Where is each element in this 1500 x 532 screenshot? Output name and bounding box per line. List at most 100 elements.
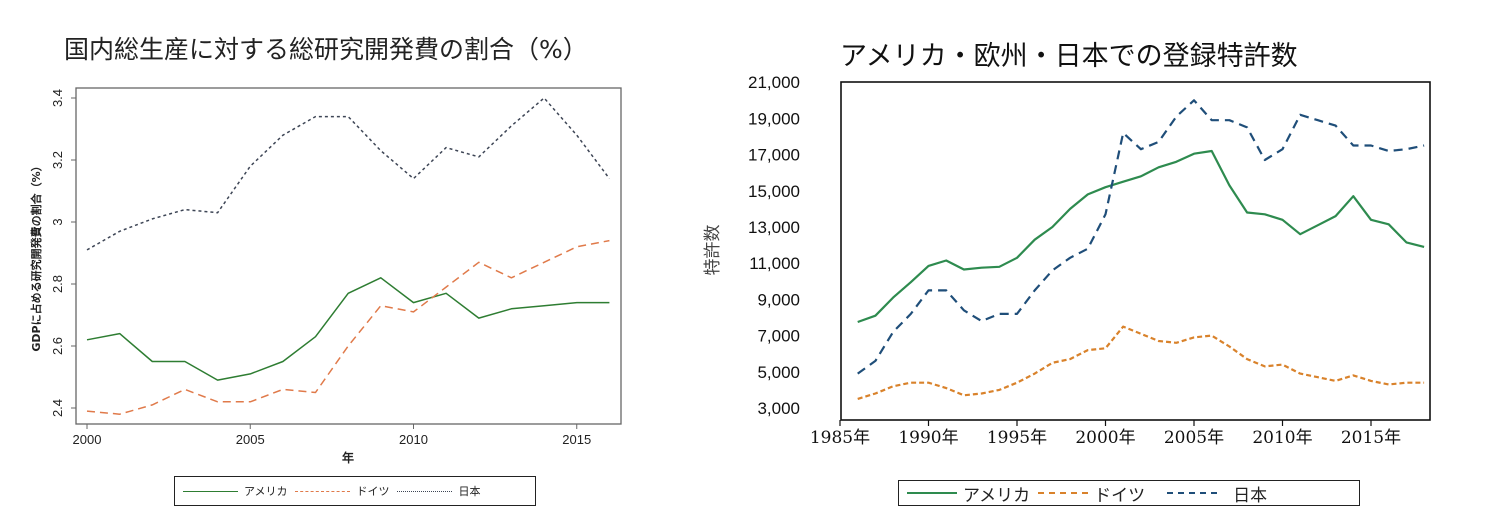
y-tick-label: 15,000: [748, 182, 800, 201]
data-point-usa: [1282, 219, 1284, 221]
data-point-usa: [1388, 224, 1390, 226]
data-point-japan: [1229, 119, 1231, 121]
data-point-germany: [315, 392, 317, 394]
data-point-japan: [1211, 119, 1213, 121]
legend-swatch-germany: [1038, 492, 1089, 494]
data-point-usa: [315, 336, 317, 338]
data-point-japan: [1016, 313, 1018, 315]
data-point-germany: [875, 393, 877, 395]
data-point-japan: [1246, 127, 1248, 129]
y-tick-label: 3.4: [50, 89, 65, 107]
data-point-japan: [184, 209, 186, 211]
x-axis-label: 年: [342, 450, 354, 465]
data-point-japan: [380, 150, 382, 152]
data-point-germany: [380, 305, 382, 307]
data-point-germany: [1069, 358, 1071, 360]
legend-label-japan: 日本: [1233, 485, 1268, 506]
data-point-germany: [1423, 382, 1425, 384]
y-tick-label: 5,000: [757, 363, 800, 382]
legend-label-usa: アメリカ: [963, 485, 1031, 506]
y-tick-label: 13,000: [748, 218, 800, 237]
data-point-japan: [1264, 159, 1266, 161]
data-point-japan: [1087, 248, 1089, 250]
data-point-usa: [543, 305, 545, 307]
series-line-germany: [86, 239, 610, 415]
data-point-japan: [1423, 145, 1425, 147]
data-point-germany: [1176, 342, 1178, 344]
data-point-germany: [1158, 340, 1160, 342]
data-point-germany: [543, 262, 545, 264]
data-point-usa: [1423, 246, 1425, 248]
data-point-germany: [999, 389, 1001, 391]
data-point-usa: [945, 260, 947, 262]
data-point-japan: [1282, 148, 1284, 150]
data-point-germany: [511, 277, 513, 279]
data-point-usa: [857, 321, 859, 323]
data-point-usa: [1140, 176, 1142, 178]
data-point-usa: [478, 317, 480, 319]
data-point-japan: [1158, 141, 1160, 143]
patent-count-chart: 1985年 1990年 1995年 2000年 2005年 2010年 2015年 3,000…: [703, 73, 1431, 448]
data-point-usa: [1052, 226, 1054, 228]
legend-item-japan: 日本: [1167, 481, 1267, 506]
data-point-japan: [119, 231, 121, 233]
data-point-germany: [1140, 333, 1142, 335]
x-tick-label: 1995年: [987, 428, 1047, 448]
y-tick-label: 2.4: [50, 399, 65, 417]
legend-swatch-usa: [183, 490, 238, 492]
data-point-germany: [1335, 380, 1337, 382]
x-tick-label: 2015: [562, 432, 591, 447]
data-point-japan: [910, 313, 912, 315]
chart-title: 国内総生産に対する総研究開発費の割合（%）: [64, 35, 588, 64]
legend-item-germany: ドイツ: [295, 483, 389, 499]
data-point-germany: [1052, 362, 1054, 364]
data-point-usa: [217, 379, 219, 381]
data-point-usa: [413, 302, 415, 304]
x-tick-label: 2010年: [1252, 428, 1312, 448]
data-point-usa: [184, 361, 186, 363]
data-point-germany: [910, 382, 912, 384]
legend-label-germany: ドイツ: [356, 485, 390, 498]
data-point-germany: [963, 395, 965, 397]
data-point-germany: [413, 311, 415, 313]
data-point-japan: [1299, 114, 1301, 116]
data-point-japan: [282, 134, 284, 136]
data-point-usa: [576, 302, 578, 304]
data-point-germany: [609, 240, 611, 242]
series-line-usa: [86, 277, 610, 381]
data-point-usa: [152, 361, 154, 363]
chart-title: アメリカ・欧州・日本での登録特許数: [840, 41, 1298, 72]
data-point-usa: [250, 373, 252, 375]
legend-swatch-japan: [397, 490, 453, 492]
data-point-usa: [981, 267, 983, 269]
data-point-germany: [184, 389, 186, 391]
data-point-germany: [152, 404, 154, 406]
data-point-usa: [1299, 233, 1301, 235]
data-point-usa: [380, 277, 382, 279]
data-point-japan: [1353, 145, 1355, 147]
data-point-japan: [413, 178, 415, 180]
data-point-japan: [347, 116, 349, 118]
data-point-usa: [1317, 224, 1319, 226]
legend-swatch-germany: [295, 490, 351, 492]
data-point-japan: [1105, 214, 1107, 216]
data-point-japan: [1034, 290, 1036, 292]
x-tick-label: 2005: [236, 432, 265, 447]
x-tick-label: 2000: [73, 432, 102, 447]
data-point-japan: [1176, 116, 1178, 118]
y-tick-label: 21,000: [748, 73, 800, 92]
data-point-japan: [1335, 125, 1337, 127]
data-point-germany: [1317, 376, 1319, 378]
data-point-usa: [1016, 257, 1018, 259]
data-point-japan: [1388, 150, 1390, 152]
data-point-japan: [1122, 132, 1124, 134]
data-point-germany: [1034, 373, 1036, 375]
data-point-usa: [1406, 242, 1408, 244]
x-tick-label: 2005年: [1164, 428, 1224, 448]
data-point-usa: [86, 339, 88, 341]
data-point-japan: [445, 147, 447, 149]
data-point-germany: [119, 413, 121, 415]
data-point-germany: [1370, 380, 1372, 382]
x-tick-label: 2010: [399, 432, 428, 447]
legend-item-usa: アメリカ: [183, 483, 287, 499]
